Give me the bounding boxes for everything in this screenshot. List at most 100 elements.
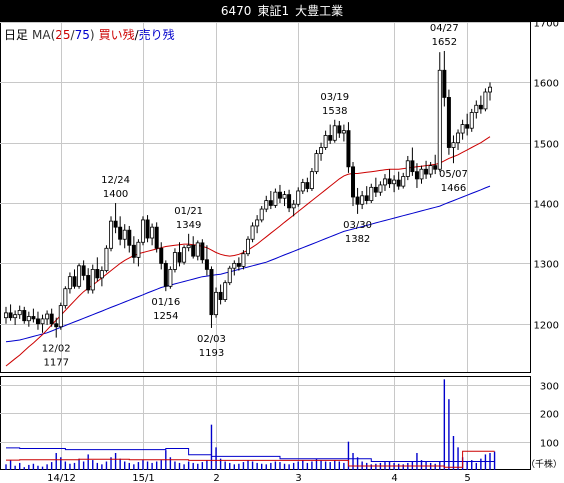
candle-body	[58, 305, 63, 328]
candle-body	[22, 310, 27, 322]
annotation-price: 1193	[199, 348, 224, 359]
candle-body	[355, 196, 360, 205]
candle-body	[81, 265, 86, 276]
candle-body	[392, 179, 397, 185]
candle-body	[382, 178, 387, 186]
price-tick-label: 1400	[534, 200, 559, 211]
candle-body	[8, 312, 13, 319]
candle-body	[478, 104, 483, 110]
buy-balance-label: 買い残	[98, 28, 135, 42]
annotation-date: 03/19	[320, 92, 349, 103]
candle-body	[191, 244, 196, 257]
candle-body	[177, 252, 182, 263]
candle-body	[364, 195, 369, 202]
candle-body	[323, 135, 328, 148]
ma75-line	[5, 185, 491, 343]
stock-code: 6470	[220, 4, 252, 18]
candle-body	[369, 186, 374, 202]
candle-body	[145, 219, 150, 239]
sell-balance-line	[6, 447, 495, 462]
price-tick-label: 1700	[534, 19, 559, 30]
candle-body	[109, 220, 114, 249]
candle-body	[159, 247, 164, 264]
ma-label: MA(25/75)	[32, 28, 95, 42]
candle-body	[282, 194, 287, 199]
annotation-date: 03/30	[343, 220, 372, 231]
candle-body	[195, 242, 200, 257]
candle-body	[277, 191, 282, 199]
annotation-date: 02/03	[197, 334, 226, 345]
company-name: 大豊工業	[295, 4, 344, 18]
candle-body	[236, 262, 241, 267]
candle-body	[77, 265, 82, 287]
candle-body	[405, 160, 410, 177]
candle-body	[414, 171, 419, 180]
candle-body	[291, 203, 296, 209]
market-name: 東証1	[257, 4, 290, 18]
price-tick-label: 1200	[534, 321, 559, 332]
candle-body	[113, 220, 118, 228]
candle-body	[246, 238, 250, 255]
candle-body	[209, 269, 214, 316]
candle-body	[465, 124, 470, 129]
candle-body	[319, 147, 324, 154]
price-tick-label: 1600	[534, 79, 559, 90]
annotation-date: 12/24	[101, 175, 130, 186]
legend-slash: /	[134, 28, 139, 42]
candle-body	[49, 313, 54, 325]
candle-body	[45, 313, 50, 320]
candle-body	[401, 176, 406, 187]
annotation-price: 1177	[43, 358, 68, 369]
candle-body	[428, 165, 433, 175]
volume-tick-label: 100	[540, 439, 559, 450]
candle-body	[314, 153, 319, 173]
date-tick-label: 15/1	[132, 473, 154, 483]
candle-body	[341, 130, 346, 134]
candle-body	[337, 125, 342, 134]
candle-body	[63, 288, 68, 307]
candle-body	[140, 219, 145, 243]
candle-body	[296, 190, 301, 205]
date-tick-label: 3	[295, 473, 301, 483]
candle-body	[396, 179, 401, 187]
ma-label-prefix: MA(	[32, 28, 56, 42]
candle-body	[474, 104, 479, 113]
chart-legend: 日足 MA(25/75) 買い残/売り残	[4, 26, 175, 43]
candle-body	[433, 165, 438, 170]
candle-body	[268, 200, 273, 206]
volume-tick-label: 200	[540, 410, 559, 421]
candle-body	[456, 132, 461, 144]
candle-body	[13, 314, 18, 319]
candle-body	[168, 269, 173, 287]
candle-body	[186, 244, 191, 249]
candle-body	[136, 241, 141, 258]
candle-body	[264, 200, 269, 210]
volume-unit-label: （千株）	[526, 458, 562, 470]
candle-body	[287, 194, 292, 209]
candle-body	[223, 282, 228, 300]
candle-body	[90, 269, 95, 291]
candle-body	[122, 229, 127, 240]
annotation-date: 01/21	[174, 206, 203, 217]
candle-body	[332, 125, 337, 141]
candle-body	[218, 291, 223, 300]
candle-body	[104, 247, 109, 272]
candle-body	[483, 91, 488, 110]
date-tick-label: 2	[213, 473, 219, 483]
annotation-price: 1254	[153, 311, 178, 322]
candle-body	[214, 291, 219, 316]
annotation-date: 05/07	[439, 169, 468, 180]
candle-body	[250, 225, 255, 240]
candle-body	[35, 318, 40, 325]
candle-body	[442, 69, 447, 98]
annotation-date: 12/02	[42, 344, 71, 355]
candle-body	[378, 184, 383, 193]
candle-body	[99, 270, 104, 279]
candle-body	[182, 247, 187, 263]
candle-body	[346, 130, 351, 168]
candle-body	[17, 310, 22, 316]
candle-body	[241, 253, 246, 267]
candle-body	[26, 316, 31, 322]
candle-body	[469, 112, 474, 129]
